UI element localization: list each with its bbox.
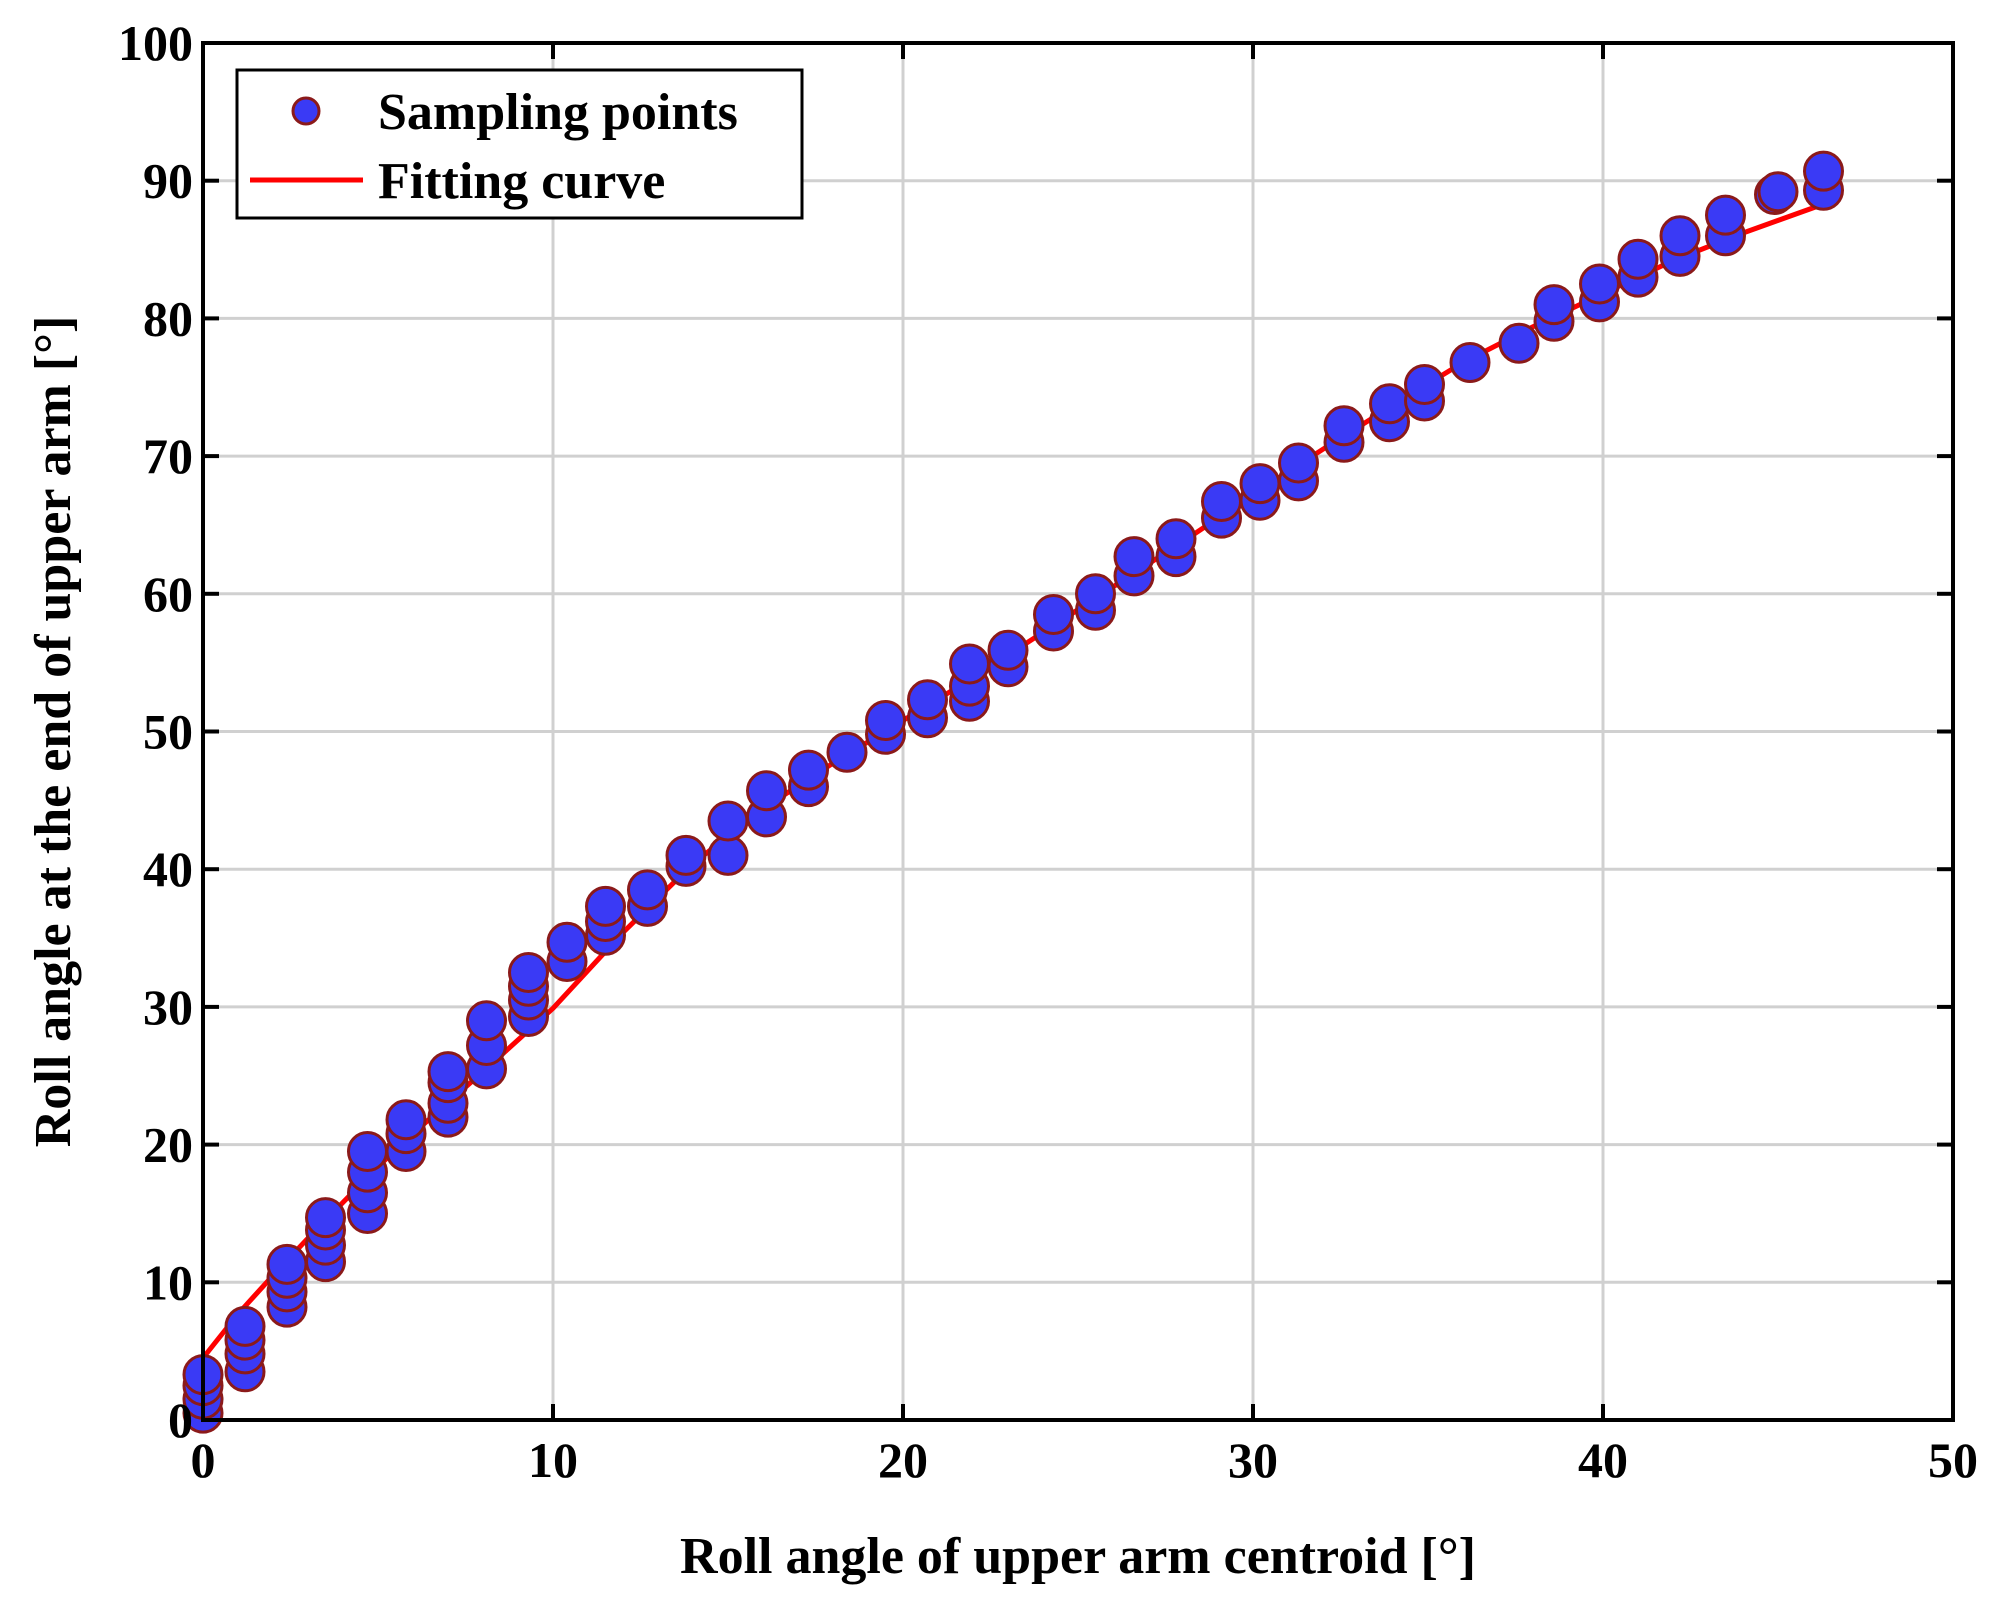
sampling-point bbox=[1033, 594, 1074, 635]
y-tick-label: 70 bbox=[143, 428, 193, 484]
sampling-point bbox=[1404, 364, 1445, 405]
x-tick-label: 50 bbox=[1928, 1432, 1978, 1488]
x-tick-label: 10 bbox=[528, 1432, 578, 1488]
y-tick-label: 50 bbox=[143, 704, 193, 760]
sampling-point bbox=[1617, 238, 1659, 280]
sampling-point bbox=[1201, 481, 1242, 522]
x-tick-label: 30 bbox=[1228, 1432, 1278, 1488]
x-tick-label: 40 bbox=[1578, 1432, 1628, 1488]
x-axis-label: Roll angle of upper arm centroid [°] bbox=[680, 1528, 1476, 1585]
sampling-point bbox=[1278, 442, 1319, 484]
sampling-point bbox=[1239, 463, 1281, 505]
y-tick-label: 20 bbox=[143, 1117, 193, 1173]
sampling-point bbox=[266, 1243, 308, 1285]
legend-marker-icon bbox=[291, 96, 321, 126]
legend-label-sampling-points: Sampling points bbox=[378, 84, 738, 141]
sampling-point bbox=[508, 952, 549, 993]
sampling-point bbox=[987, 629, 1029, 671]
sampling-point bbox=[305, 1197, 346, 1239]
sampling-point bbox=[746, 770, 787, 812]
sampling-point bbox=[1155, 518, 1197, 560]
sampling-point bbox=[1113, 536, 1155, 578]
sampling-point bbox=[907, 679, 948, 721]
sampling-point bbox=[224, 1305, 266, 1347]
sampling-point bbox=[1075, 573, 1116, 615]
sampling-point bbox=[466, 1000, 507, 1042]
y-tick-label: 30 bbox=[143, 979, 193, 1035]
y-tick-label: 100 bbox=[118, 15, 193, 71]
sampling-point bbox=[1449, 342, 1491, 383]
legend-box bbox=[235, 68, 804, 220]
sampling-point bbox=[385, 1099, 427, 1141]
sampling-point bbox=[707, 800, 749, 842]
sampling-point bbox=[546, 921, 588, 963]
sampling-point bbox=[865, 700, 906, 741]
sampling-point bbox=[627, 869, 668, 911]
y-tick-label: 0 bbox=[168, 1392, 193, 1448]
sampling-point bbox=[1579, 263, 1620, 305]
sampling-point bbox=[1323, 405, 1365, 447]
legend-label-fitting-curve: Fitting curve bbox=[378, 153, 665, 210]
sampling-point bbox=[1659, 215, 1701, 257]
sampling-point bbox=[665, 834, 707, 876]
y-tick-label: 60 bbox=[143, 566, 193, 622]
x-tick-label: 20 bbox=[878, 1432, 928, 1488]
sampling-point bbox=[585, 885, 626, 927]
sampling-point bbox=[1757, 171, 1799, 213]
sampling-point bbox=[1498, 322, 1540, 364]
y-tick-label: 80 bbox=[143, 290, 193, 346]
y-tick-label: 90 bbox=[143, 153, 193, 209]
sampling-point bbox=[1803, 150, 1844, 192]
y-axis-label: Roll angle at the end of upper arm [°] bbox=[25, 316, 82, 1148]
sampling-point bbox=[1705, 194, 1746, 236]
sampling-point bbox=[427, 1051, 469, 1093]
sampling-point bbox=[788, 749, 829, 791]
sampling-point bbox=[707, 834, 749, 876]
sampling-point bbox=[949, 643, 990, 685]
sampling-point bbox=[1369, 383, 1410, 425]
y-tick-label: 10 bbox=[143, 1254, 193, 1310]
axis-ticks bbox=[201, 41, 1955, 1422]
sampling-point bbox=[1533, 284, 1575, 326]
tick-labels: 0 10 20 30 40 50 0 10 20 30 40 50 60 70 80 90 100 bbox=[118, 15, 1978, 1488]
x-tick-label: 0 bbox=[191, 1432, 216, 1488]
y-tick-label: 40 bbox=[143, 841, 193, 897]
sampling-point bbox=[826, 731, 868, 773]
sampling-point bbox=[347, 1131, 388, 1172]
sampling-points-layer bbox=[182, 150, 1844, 1434]
legend: Sampling points Fitting curve bbox=[235, 68, 804, 220]
